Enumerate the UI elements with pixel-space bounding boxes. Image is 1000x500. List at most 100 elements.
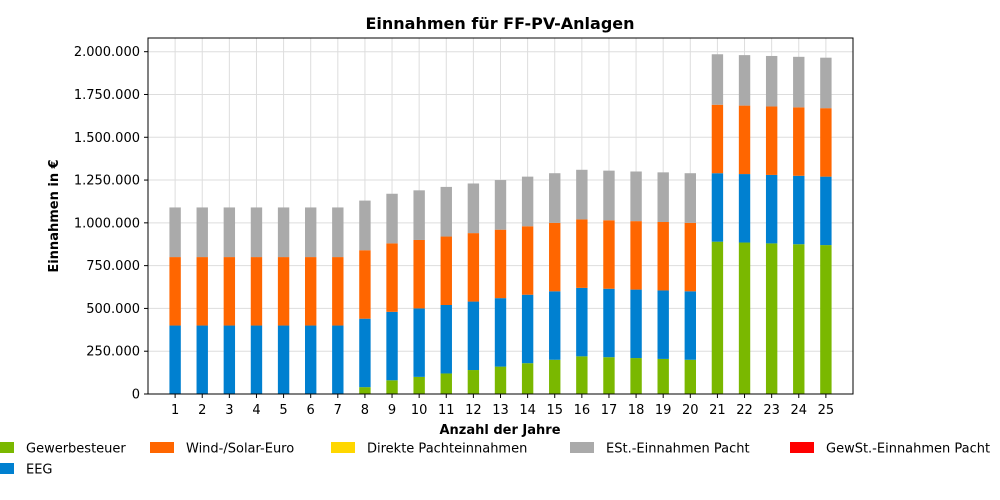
- x-tick-label: 3: [225, 403, 233, 418]
- bar-segment: [413, 239, 425, 309]
- bar-segment: [386, 193, 398, 244]
- bar-segment: [196, 257, 208, 326]
- bar-segment: [223, 207, 236, 258]
- bar-segment: [277, 207, 290, 258]
- x-tick-label: 23: [763, 403, 780, 418]
- y-tick-label: 1.750.000: [74, 88, 140, 103]
- bar-segment: [250, 257, 263, 326]
- bar-segment: [793, 56, 805, 108]
- bar-segment: [467, 183, 480, 234]
- bar-segment: [277, 257, 290, 326]
- bar-segment: [440, 236, 452, 305]
- legend-label: Direkte Pachteinnahmen: [367, 442, 527, 457]
- legend-label: EEG: [26, 463, 53, 478]
- y-axis-ticks: 0 250.000 500.000 750.000 1.000.000 1.250.000…: [74, 45, 148, 403]
- bar-segment: [223, 257, 236, 326]
- bar-segment: [521, 226, 534, 295]
- y-axis-title: Einnahmen in €: [47, 159, 62, 272]
- x-tick-label: 13: [492, 403, 509, 418]
- x-tick-label: 6: [307, 403, 315, 418]
- bar-segment: [196, 325, 208, 394]
- bar-segment: [603, 288, 615, 358]
- bar-segment: [413, 190, 425, 240]
- bar-segment: [413, 308, 425, 377]
- bar-segment: [820, 245, 832, 394]
- y-tick-label: 250.000: [86, 345, 140, 360]
- x-tick-label: 2: [198, 403, 206, 418]
- bar-segment: [630, 171, 642, 222]
- legend-swatch: [0, 463, 14, 474]
- bar-segment: [711, 173, 724, 242]
- legend-label: Gewerbesteuer: [26, 442, 126, 457]
- x-tick-label: 9: [388, 403, 396, 418]
- bar-segment: [603, 220, 615, 289]
- bar-segment: [684, 291, 697, 360]
- y-tick-label: 2.000.000: [74, 45, 140, 60]
- legend-item: ESt.-Einnahmen Pacht: [570, 442, 750, 457]
- bar-segment: [223, 325, 236, 394]
- bar-segment: [386, 243, 398, 312]
- bar-segment: [684, 173, 697, 223]
- bar-segment: [386, 311, 398, 381]
- x-tick-label: 19: [655, 403, 672, 418]
- bar-segment: [277, 325, 290, 394]
- bar-segment: [738, 174, 751, 243]
- bar-segment: [765, 55, 778, 107]
- bar-segment: [304, 325, 317, 394]
- y-tick-label: 1.250.000: [74, 174, 140, 189]
- x-tick-label: 8: [361, 403, 369, 418]
- bars: [169, 54, 832, 394]
- x-tick-label: 16: [574, 403, 591, 418]
- bar-segment: [711, 104, 724, 174]
- chart-title: Einnahmen für FF-PV-Anlagen: [365, 14, 634, 33]
- bar-segment: [549, 359, 561, 394]
- legend-item: GewSt.-Einnahmen Pacht: [790, 442, 990, 457]
- bar-segment: [657, 221, 669, 291]
- bar-segment: [603, 170, 615, 221]
- y-tick-label: 1.000.000: [74, 216, 140, 231]
- bar-segment: [657, 172, 669, 222]
- legend-swatch: [150, 442, 174, 453]
- bar-segment: [793, 175, 805, 245]
- bar-segment: [521, 176, 534, 227]
- bar-segment: [738, 105, 751, 175]
- bar-segment: [359, 318, 371, 388]
- bar-segment: [521, 363, 534, 394]
- bar-segment: [169, 257, 181, 326]
- bar-segment: [820, 57, 832, 109]
- bar-segment: [549, 173, 561, 223]
- legend-label: GewSt.-Einnahmen Pacht: [826, 442, 990, 457]
- x-tick-label: 10: [411, 403, 428, 418]
- bar-segment: [576, 219, 588, 288]
- bar-segment: [332, 257, 344, 326]
- bar-segment: [765, 243, 778, 394]
- bar-segment: [657, 358, 669, 394]
- x-tick-label: 14: [519, 403, 536, 418]
- bar-segment: [711, 54, 724, 105]
- x-tick-label: 11: [438, 403, 455, 418]
- bar-segment: [765, 106, 778, 175]
- bar-segment: [738, 55, 751, 106]
- bar-segment: [793, 244, 805, 394]
- bar-segment: [549, 291, 561, 360]
- bar-segment: [169, 207, 181, 258]
- x-tick-label: 25: [818, 403, 835, 418]
- x-tick-label: 22: [736, 403, 753, 418]
- legend-item: Wind-/Solar-Euro: [150, 442, 294, 457]
- x-tick-label: 24: [790, 403, 807, 418]
- bar-segment: [793, 107, 805, 176]
- x-axis-title: Anzahl der Jahre: [439, 423, 560, 438]
- x-tick-label: 18: [628, 403, 645, 418]
- y-tick-label: 0: [132, 388, 140, 403]
- x-tick-label: 12: [465, 403, 482, 418]
- bar-segment: [250, 325, 263, 394]
- x-tick-label: 20: [682, 403, 699, 418]
- bar-segment: [386, 380, 398, 394]
- bar-segment: [196, 207, 208, 258]
- bar-segment: [304, 257, 317, 326]
- bar-segment: [413, 376, 425, 394]
- legend-swatch: [790, 442, 814, 453]
- legend-item: EEG: [0, 463, 53, 478]
- bar-segment: [467, 370, 480, 394]
